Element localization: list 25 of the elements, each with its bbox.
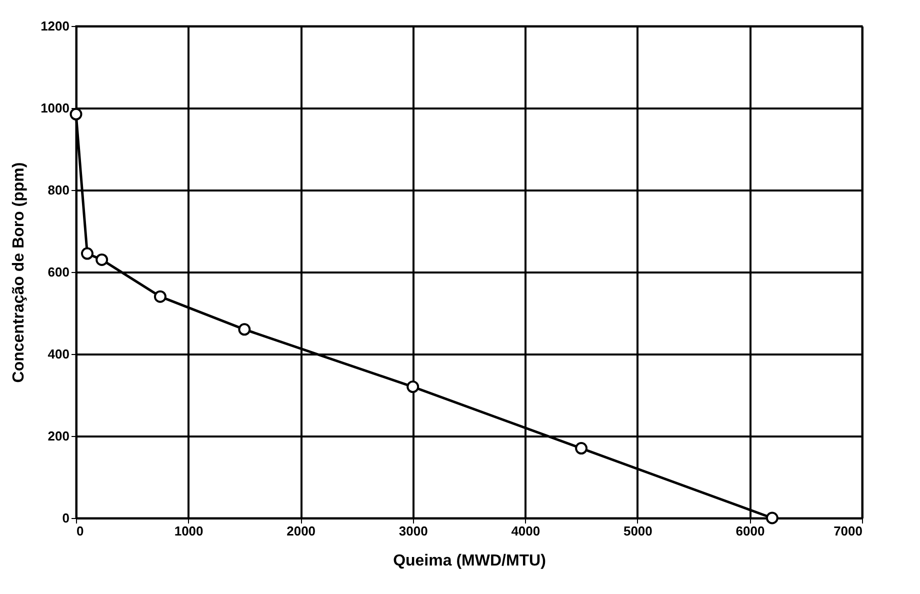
y-tick-label: 1200: [40, 18, 70, 34]
x-tick-label: 5000: [623, 524, 652, 538]
x-tick-label: 3000: [398, 524, 428, 538]
y-tick-label: 0: [62, 510, 70, 526]
y-tick-label: 200: [48, 428, 70, 444]
point: [96, 253, 108, 266]
y-tick-label: 800: [48, 182, 70, 198]
x-tick-label: 4000: [511, 524, 540, 538]
point: [80, 247, 94, 260]
y-tick-label: 1000: [40, 100, 70, 116]
x-tick-label: 2000: [286, 524, 316, 538]
x-axis-title: Queima (MWD/MTU): [393, 552, 546, 570]
y-tick-label: 600: [48, 264, 70, 280]
x-tick-label: 1000: [174, 524, 204, 538]
point: [238, 323, 251, 336]
y-tick-label: 400: [48, 346, 70, 362]
point: [406, 380, 420, 394]
x-tick-label: 0: [76, 524, 84, 538]
point: [575, 442, 588, 455]
point: [766, 512, 778, 524]
point: [154, 290, 166, 303]
point: [70, 108, 82, 120]
y-axis-title: Concentração de Boro (ppm): [10, 162, 28, 383]
x-tick-label: 6000: [736, 524, 765, 538]
x-tick-label: 7000: [834, 524, 862, 538]
